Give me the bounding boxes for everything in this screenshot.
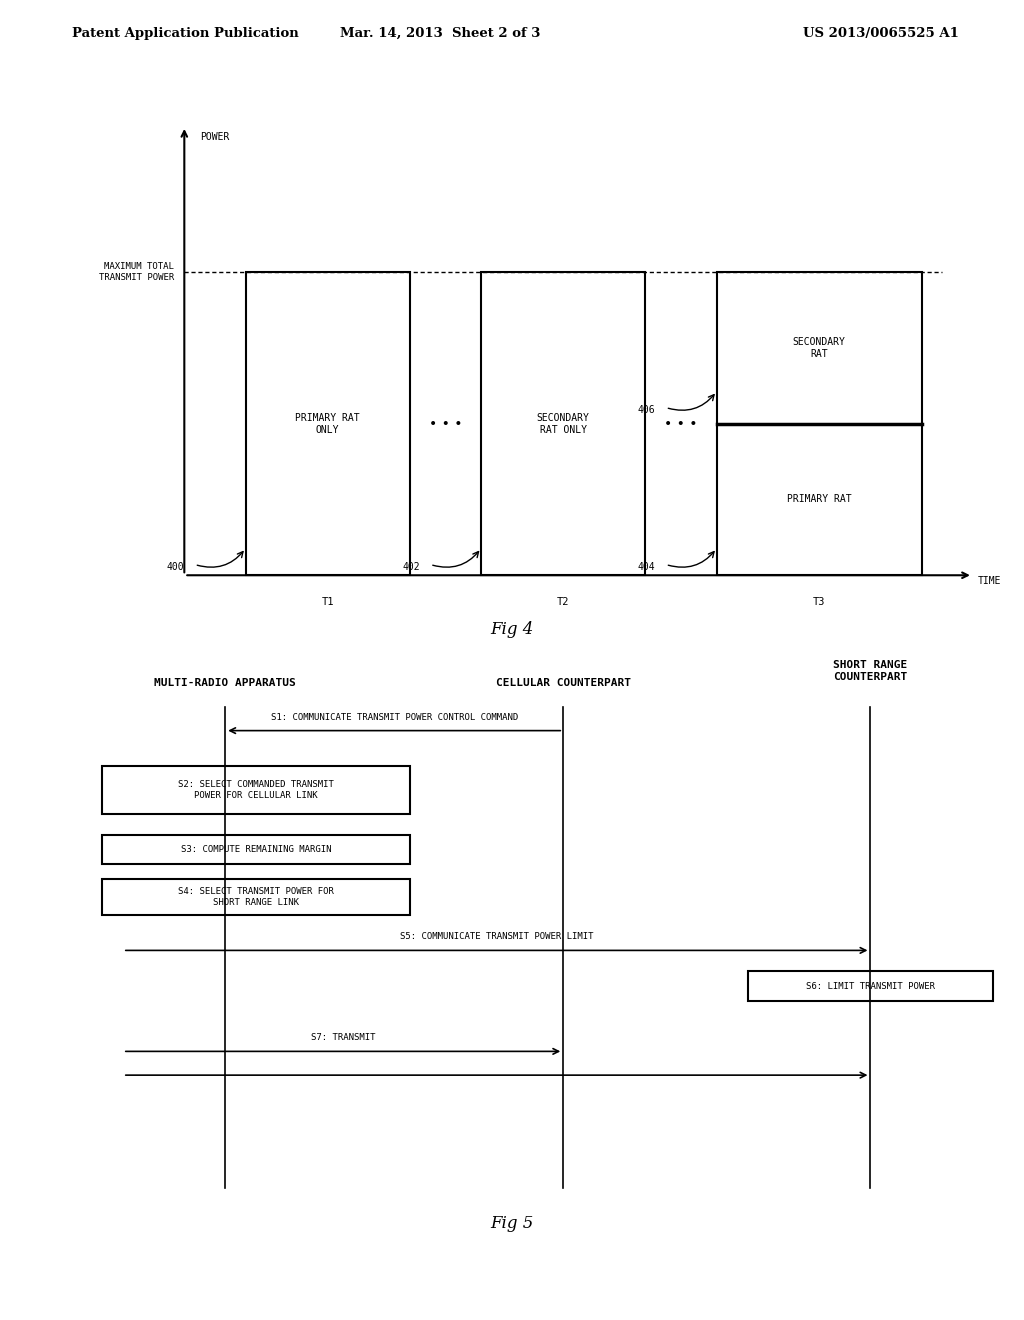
Text: 406: 406 <box>638 405 655 416</box>
Text: S3: COMPUTE REMAINING MARGIN: S3: COMPUTE REMAINING MARGIN <box>181 845 331 854</box>
Text: PRIMARY RAT
ONLY: PRIMARY RAT ONLY <box>295 413 360 434</box>
Text: S2: SELECT COMMANDED TRANSMIT
POWER FOR CELLULAR LINK: S2: SELECT COMMANDED TRANSMIT POWER FOR … <box>178 780 334 800</box>
Text: TIME: TIME <box>978 576 1001 586</box>
Text: POWER: POWER <box>200 132 229 141</box>
Text: Mar. 14, 2013  Sheet 2 of 3: Mar. 14, 2013 Sheet 2 of 3 <box>340 26 541 40</box>
Text: S6: LIMIT TRANSMIT POWER: S6: LIMIT TRANSMIT POWER <box>806 982 935 990</box>
Bar <box>246 272 410 576</box>
Text: Patent Application Publication: Patent Application Publication <box>72 26 298 40</box>
Text: SHORT RANGE
COUNTERPART: SHORT RANGE COUNTERPART <box>834 660 907 682</box>
Text: T3: T3 <box>813 598 825 607</box>
Bar <box>102 879 410 915</box>
Bar <box>717 272 922 576</box>
Text: MAXIMUM TOTAL
TRANSMIT POWER: MAXIMUM TOTAL TRANSMIT POWER <box>99 263 174 282</box>
Text: SECONDARY
RAT ONLY: SECONDARY RAT ONLY <box>537 413 590 434</box>
Bar <box>102 834 410 865</box>
Bar <box>102 766 410 813</box>
Text: S5: COMMUNICATE TRANSMIT POWER LIMIT: S5: COMMUNICATE TRANSMIT POWER LIMIT <box>400 932 593 941</box>
Text: US 2013/0065525 A1: US 2013/0065525 A1 <box>803 26 958 40</box>
Text: • • •: • • • <box>665 417 697 430</box>
Text: T1: T1 <box>322 598 334 607</box>
Text: Fig 5: Fig 5 <box>490 1216 534 1232</box>
Text: SECONDARY
RAT: SECONDARY RAT <box>793 337 846 359</box>
Text: PRIMARY RAT: PRIMARY RAT <box>786 495 852 504</box>
Text: S4: SELECT TRANSMIT POWER FOR
SHORT RANGE LINK: S4: SELECT TRANSMIT POWER FOR SHORT RANG… <box>178 887 334 907</box>
Text: S7: TRANSMIT: S7: TRANSMIT <box>311 1034 375 1043</box>
Text: MULTI-RADIO APPARATUS: MULTI-RADIO APPARATUS <box>155 678 296 688</box>
Text: • • •: • • • <box>429 417 462 430</box>
Text: T2: T2 <box>557 598 569 607</box>
Text: S1: COMMUNICATE TRANSMIT POWER CONTROL COMMAND: S1: COMMUNICATE TRANSMIT POWER CONTROL C… <box>270 713 518 722</box>
Bar <box>481 272 645 576</box>
Text: 402: 402 <box>402 562 420 572</box>
Text: CELLULAR COUNTERPART: CELLULAR COUNTERPART <box>496 678 631 688</box>
Text: 400: 400 <box>167 562 184 572</box>
Text: 404: 404 <box>638 562 655 572</box>
Bar <box>748 972 993 1001</box>
Text: Fig 4: Fig 4 <box>490 620 534 638</box>
